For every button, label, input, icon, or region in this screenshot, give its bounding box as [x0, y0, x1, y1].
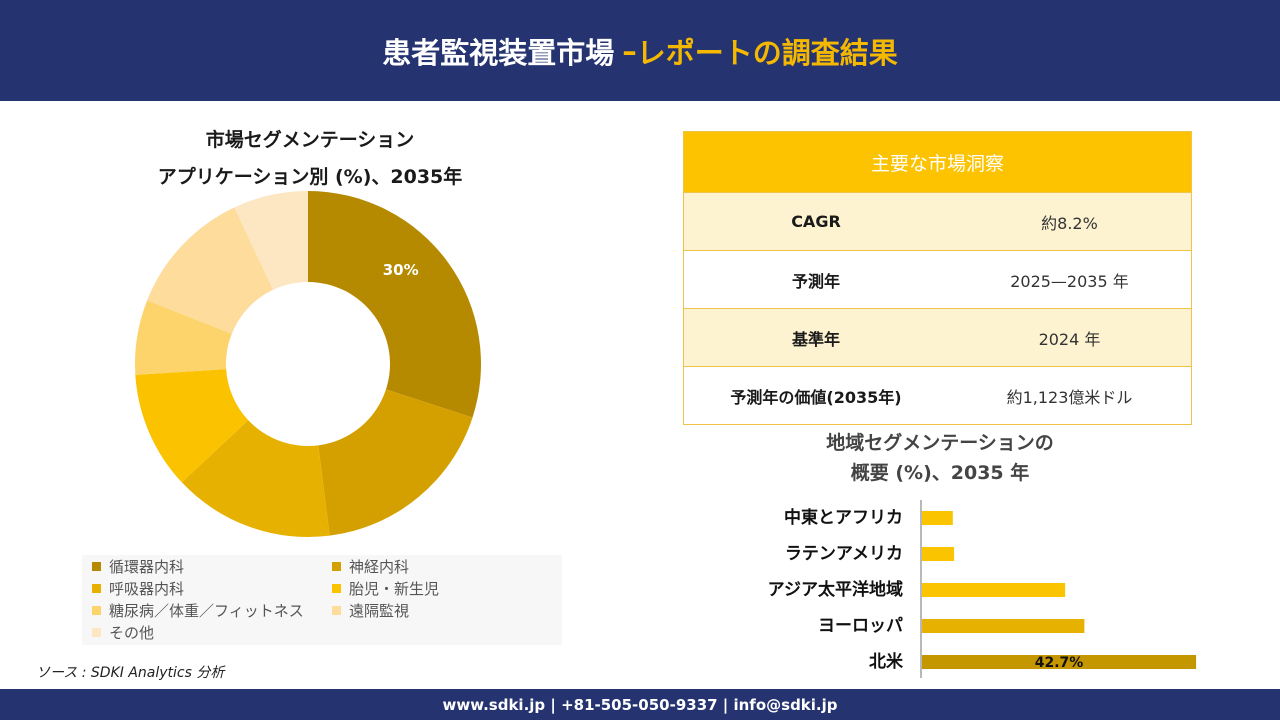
bar-chart-title: 地域セグメンテーションの 概要 (%)、2035 年 — [720, 428, 1160, 488]
legend-swatch — [92, 562, 101, 571]
insight-label: 予測年 — [791, 271, 840, 291]
insight-value: 2025—2035 年 — [1010, 271, 1129, 291]
bar — [922, 583, 1066, 597]
page-title: 患者監視装置市場 – レポートの調査結果 — [0, 0, 1280, 101]
insight-value: 2024 年 — [1038, 329, 1101, 349]
legend-swatch — [332, 606, 341, 615]
insight-value: 約8.2% — [1041, 213, 1098, 233]
bar-category-label: 中東とアフリカ — [784, 507, 903, 528]
footer-contact: www.sdki.jp | +81-505-050-9337 | info@sd… — [0, 689, 1280, 720]
insight-label: CAGR — [791, 212, 841, 231]
bar-category-label: アジア太平洋地域 — [768, 579, 903, 600]
insight-row: 基準年 2024 年 — [684, 308, 1191, 366]
bar-title-line1: 地域セグメンテーションの — [826, 432, 1054, 454]
title-separator: – — [622, 33, 637, 68]
legend-swatch — [332, 584, 341, 593]
bar — [922, 655, 1197, 669]
legend-swatch — [92, 606, 101, 615]
legend-item: その他 — [92, 622, 154, 643]
insight-label: 基準年 — [791, 329, 840, 349]
legend-label: その他 — [109, 624, 155, 642]
bar-category-label: ラテンアメリカ — [785, 544, 903, 564]
donut-slice — [318, 389, 473, 536]
donut-slice — [234, 191, 308, 290]
insight-label: 予測年の価値(2035年) — [730, 387, 902, 407]
market-insights-table: 主要な市場洞察 CAGR 約8.2% 予測年 2025—2035 年 基準年 2… — [683, 131, 1192, 425]
legend-label: 胎児・新生児 — [349, 580, 440, 598]
legend-item: 循環器内科 — [92, 556, 184, 577]
donut-slice — [181, 420, 330, 537]
source-note: ソース : SDKI Analytics 分析 — [36, 665, 225, 681]
donut-legend: 循環器内科 神経内科呼吸器内科 胎児・新生児糖尿病／体重／フィットネス 遠隔監視その他 — [82, 555, 562, 645]
legend-label: 呼吸器内科 — [109, 580, 185, 598]
legend-item: 神経内科 — [332, 556, 409, 577]
donut-slice — [147, 207, 274, 334]
donut-slice — [135, 369, 249, 483]
donut-chart-title: 市場セグメンテーション アプリケーション別 (%)、2035年 — [120, 122, 500, 196]
legend-item: 胎児・新生児 — [332, 578, 439, 599]
legend-label: 糖尿病／体重／フィットネス — [109, 602, 304, 620]
donut-title-line2: アプリケーション別 (%)、2035年 — [157, 166, 463, 188]
legend-label: 循環器内科 — [109, 558, 185, 576]
bar-title-line2: 概要 (%)、2035 年 — [850, 462, 1030, 484]
insight-value: 約1,123億米ドル — [1006, 387, 1133, 407]
donut-slice — [135, 300, 232, 375]
legend-item: 呼吸器内科 — [92, 578, 184, 599]
legend-swatch — [332, 562, 341, 571]
bar — [922, 511, 953, 525]
legend-item: 糖尿病／体重／フィットネス — [92, 600, 304, 621]
bar-category-label: ヨーロッパ — [818, 616, 903, 636]
legend-swatch — [92, 584, 101, 593]
title-main: 患者監視装置市場 — [382, 35, 615, 70]
donut-title-line1: 市場セグメンテーション — [205, 129, 415, 151]
legend-label: 遠隔監視 — [349, 602, 410, 620]
donut-slice — [308, 191, 481, 418]
bar — [922, 547, 955, 561]
insight-row: 予測年の価値(2035年) 約1,123億米ドル — [684, 366, 1191, 424]
legend-swatch — [92, 628, 101, 637]
insight-row: CAGR 約8.2% — [684, 192, 1191, 250]
bar — [922, 619, 1085, 633]
bar-data-label: 42.7% — [1035, 655, 1084, 671]
donut-chart: 30% — [135, 191, 481, 537]
donut-data-label: 30% — [383, 261, 419, 279]
insight-row: 予測年 2025—2035 年 — [684, 250, 1191, 308]
legend-label: 神経内科 — [349, 558, 410, 576]
title-sub: レポートの調査結果 — [636, 35, 898, 70]
header-bar — [0, 0, 1280, 101]
legend-item: 遠隔監視 — [332, 600, 409, 621]
bar-category-label: 北米 — [869, 651, 904, 672]
insights-header: 主要な市場洞察 — [684, 132, 1191, 192]
